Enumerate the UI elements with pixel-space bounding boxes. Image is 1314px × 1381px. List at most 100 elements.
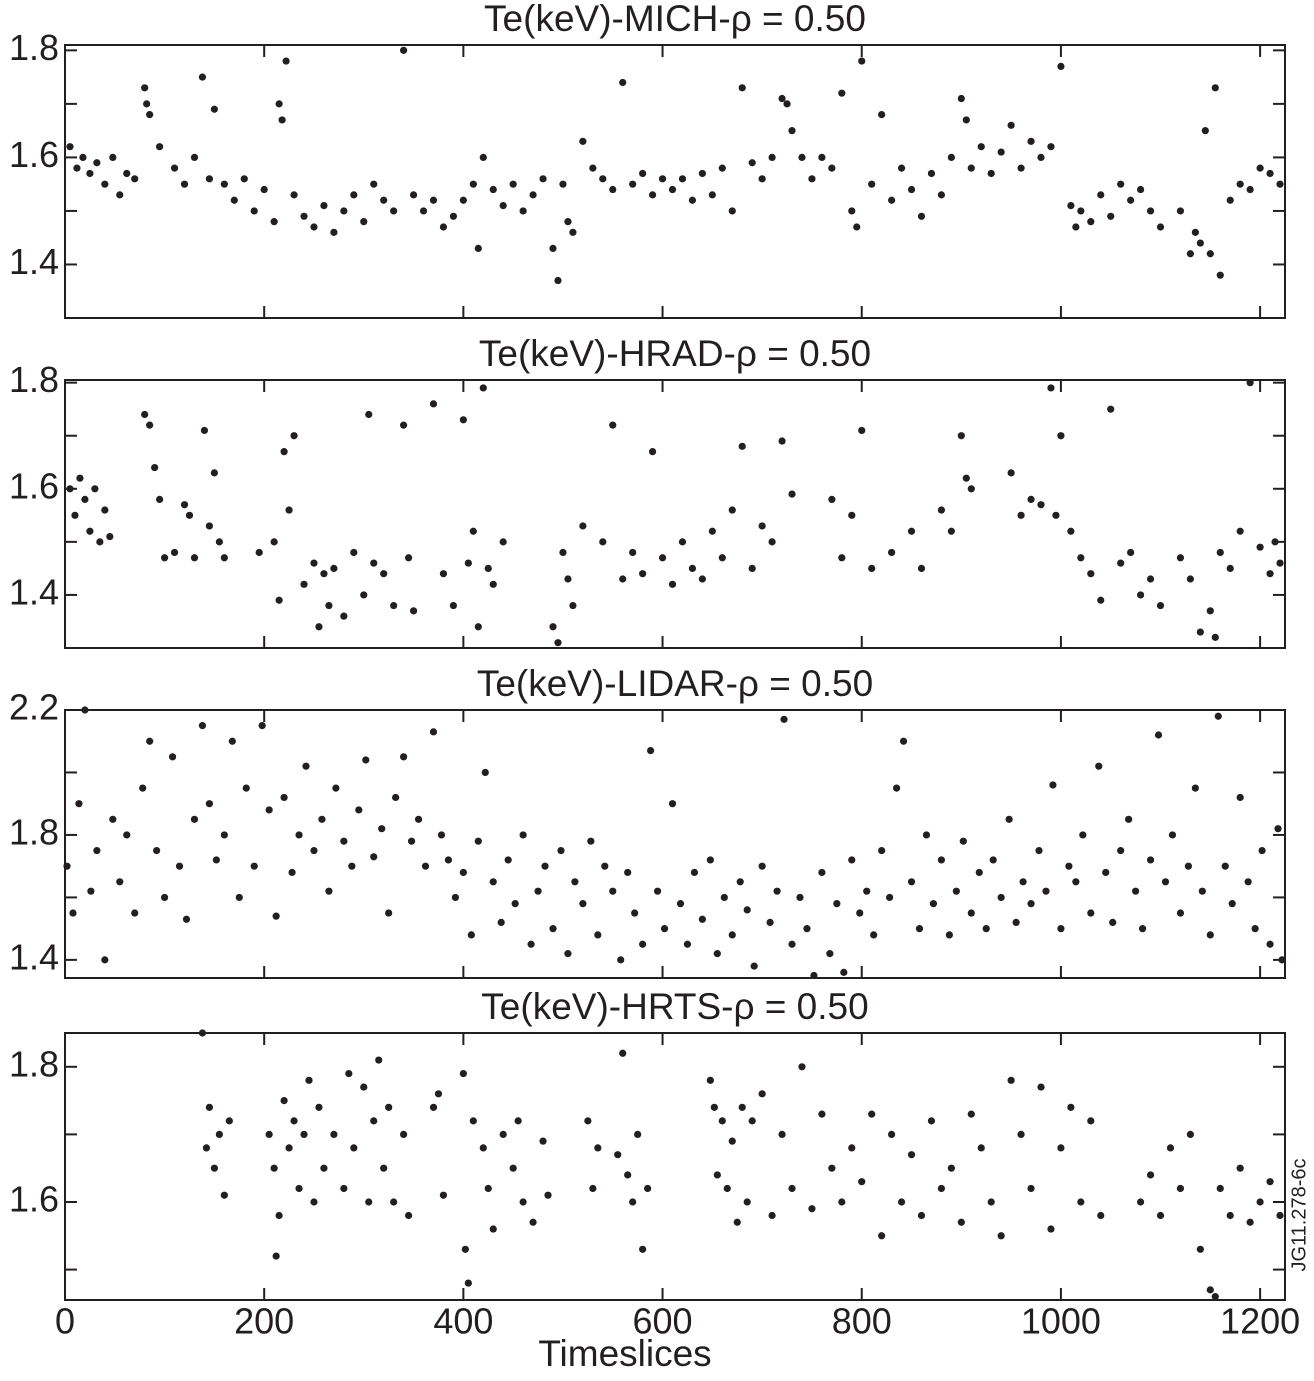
point	[1226, 1211, 1234, 1220]
point	[469, 1117, 477, 1125]
point	[1271, 538, 1279, 546]
point	[310, 223, 318, 231]
point	[200, 426, 209, 435]
point	[350, 191, 358, 199]
point	[863, 887, 871, 895]
point	[375, 1056, 383, 1064]
y-tick-label: 1.4	[9, 936, 59, 977]
point	[400, 1130, 408, 1138]
point	[1266, 1178, 1274, 1186]
point	[594, 1144, 602, 1152]
point	[927, 169, 936, 178]
point	[143, 100, 151, 108]
point	[330, 564, 338, 572]
point	[601, 862, 609, 870]
point	[975, 868, 983, 877]
point	[474, 623, 482, 631]
point	[1067, 527, 1075, 535]
point	[66, 485, 74, 493]
point	[708, 527, 716, 535]
point	[818, 868, 826, 877]
point	[1017, 511, 1025, 519]
point	[1274, 825, 1282, 833]
point	[1256, 1198, 1264, 1206]
point	[853, 223, 861, 231]
point	[464, 559, 472, 567]
point	[280, 448, 288, 456]
point	[265, 1130, 273, 1138]
point	[212, 856, 220, 864]
point	[230, 196, 238, 204]
point	[617, 956, 625, 964]
point	[1136, 1198, 1145, 1206]
point	[360, 1083, 368, 1091]
point	[1007, 121, 1015, 129]
point	[778, 94, 786, 103]
point	[1206, 931, 1214, 939]
point	[1244, 878, 1252, 886]
point	[285, 506, 293, 514]
point	[315, 623, 323, 631]
point	[131, 175, 139, 183]
point	[156, 495, 164, 504]
point	[1095, 762, 1103, 770]
point	[549, 244, 557, 253]
point	[300, 1130, 308, 1138]
point	[302, 762, 310, 770]
point	[123, 831, 131, 839]
point	[952, 887, 960, 895]
point	[404, 1211, 413, 1220]
point	[190, 153, 199, 162]
point	[833, 900, 841, 908]
point	[1278, 956, 1286, 964]
point	[848, 511, 856, 519]
point	[1186, 1130, 1194, 1138]
point	[310, 1198, 318, 1206]
point	[773, 887, 781, 895]
point	[380, 196, 388, 204]
point	[977, 1144, 985, 1152]
point	[1166, 1144, 1175, 1152]
panel-title: Te(keV)-HRTS-ρ = 0.50	[481, 986, 868, 1027]
point	[151, 463, 159, 472]
point	[1191, 228, 1199, 236]
point	[629, 180, 637, 188]
point	[350, 548, 358, 557]
point	[280, 1096, 288, 1105]
point	[1154, 731, 1163, 739]
point	[1211, 633, 1219, 641]
point	[768, 1211, 776, 1220]
point	[300, 212, 308, 220]
point	[698, 575, 706, 583]
point	[340, 612, 348, 620]
point	[534, 887, 542, 895]
point	[897, 164, 906, 172]
point	[878, 110, 886, 119]
point	[599, 538, 607, 546]
point	[409, 607, 418, 615]
point	[449, 601, 458, 610]
point	[624, 1171, 632, 1179]
point	[798, 1063, 806, 1071]
point	[504, 856, 512, 864]
point	[798, 153, 806, 162]
point	[678, 175, 687, 183]
point	[758, 1090, 766, 1098]
point	[967, 485, 975, 493]
point	[499, 1130, 507, 1138]
point	[1216, 548, 1224, 557]
point	[1156, 223, 1165, 231]
point	[131, 909, 139, 917]
point	[554, 639, 562, 647]
point	[464, 1279, 472, 1287]
point	[116, 878, 124, 886]
point	[71, 511, 79, 519]
point	[1176, 554, 1185, 562]
point	[858, 426, 866, 435]
point	[718, 554, 726, 562]
point	[1037, 1083, 1045, 1091]
point	[123, 169, 131, 178]
point	[1146, 575, 1155, 583]
point	[658, 175, 667, 183]
point	[1214, 712, 1222, 720]
